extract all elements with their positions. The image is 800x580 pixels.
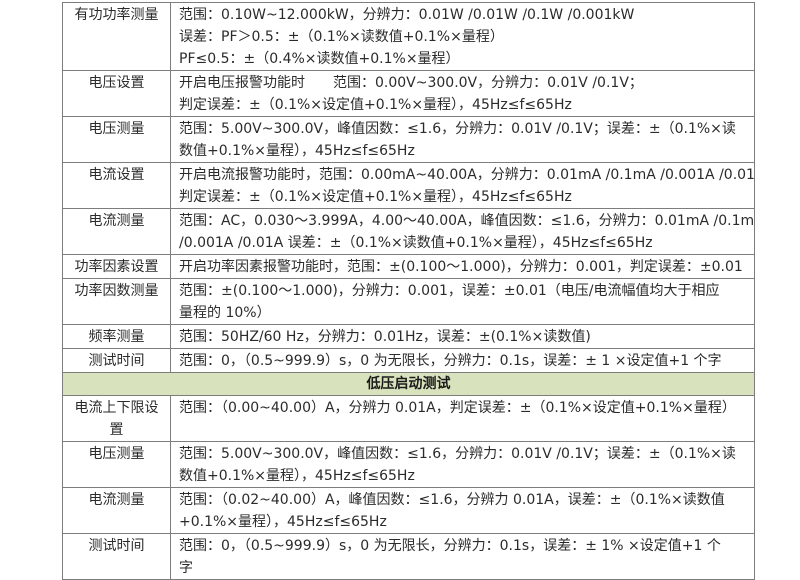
table-row: 频率测量 范围：50HZ/60 Hz，分辨力：0.01Hz，误差：±(0.1%×读… [63, 325, 754, 349]
section-title: 低压启动测试 [366, 376, 451, 392]
row-label: 电压测量 [63, 117, 171, 162]
row-label: 电压设置 [63, 71, 171, 116]
content-line: 范围：0，（0.5~999.9）s，0 为无限长，分辨力：0.1s，误差：± 1… [179, 353, 722, 369]
row-content: 范围：50HZ/60 Hz，分辨力：0.01Hz，误差：±(0.1%×读数值) [171, 325, 754, 348]
content-line: 范围：0，（0.5~999.9）s，0 为无限长，分辨力：0.1s，误差：± 1… [179, 538, 721, 554]
table-row: 电流测量 范围：AC，0.030～3.999A，4.00～40.00A，峰值因数：… [63, 209, 754, 255]
table-row: 功率因素设置 开启功率因素报警功能时，范围：±(0.100～1.000)，分辨力：… [63, 255, 754, 279]
content-line: 判定误差：±（0.1%×设定值+0.1%×量程），45Hz≤f≤65Hz [179, 97, 572, 113]
content-line: +0.1%×量程），45Hz≤f≤65Hz [179, 514, 387, 530]
table-row: 测试时间 范围：0，（0.5~999.9）s，0 为无限长，分辨力：0.1s，误差… [63, 349, 754, 373]
content-line: 范围：（0.00~40.00）A，分辨力 0.01A，判定误差：±（0.1%×设… [179, 400, 736, 416]
content-line: 判定误差：±（0.1%×设定值+0.1%×量程），45Hz≤f≤65Hz [179, 189, 572, 205]
section-header-row: 低压启动测试 [63, 373, 754, 396]
content-line: 数值+0.1%×量程），45Hz≤f≤65Hz [179, 143, 415, 159]
row-content: 范围：（0.00~40.00）A，分辨力 0.01A，判定误差：±（0.1%×设… [171, 396, 754, 441]
table-row: 电压设置 开启电压报警功能时 范围：0.00V~300.0V，分辨力：0.01V … [63, 71, 754, 117]
row-content: 范围：5.00V~300.0V，峰值因数：≤1.6，分辨力：0.01V /0.1… [171, 117, 754, 162]
content-line: PF≤0.5：±（0.4%×读数值+0.1%×量程） [179, 51, 460, 67]
row-content: 范围：0.10W~12.000kW，分辨力：0.01W /0.01W /0.1W… [171, 3, 754, 70]
content-line: 范围：±(0.100～1.000)，分辨力：0.001，误差：±0.01（电压/… [179, 283, 720, 299]
row-label: 功率因素设置 [63, 255, 171, 278]
row-label: 电流测量 [63, 209, 171, 254]
row-label: 频率测量 [63, 325, 171, 348]
row-label: 电流测量 [63, 488, 171, 533]
table-row: 电压测量 范围：5.00V~300.0V，峰值因数：≤1.6，分辨力：0.01V … [63, 442, 754, 488]
row-content: 范围：（0.02~40.00）A，峰值因数：≤1.6，分辨力 0.01A，误差：… [171, 488, 754, 533]
row-label: 电流设置 [63, 163, 171, 208]
content-line: 开启功率因素报警功能时，范围：±(0.100～1.000)，分辨力：0.001，… [179, 259, 743, 275]
content-line: 字 [179, 560, 193, 576]
content-line: /0.001A /0.01A 误差：±（0.1%×读数值+0.1%×量程），45… [179, 235, 653, 251]
content-line: 开启电压报警功能时 范围：0.00V~300.0V，分辨力：0.01V /0.1… [179, 75, 643, 91]
content-line: 范围：5.00V~300.0V，峰值因数：≤1.6，分辨力：0.01V /0.1… [179, 121, 736, 137]
row-content: 范围：0，（0.5~999.9）s，0 为无限长，分辨力：0.1s，误差：± 1… [171, 534, 754, 579]
row-label: 电压测量 [63, 442, 171, 487]
row-label: 测试时间 [63, 349, 171, 372]
row-content: 范围：5.00V~300.0V，峰值因数：≤1.6，分辨力：0.01V /0.1… [171, 442, 754, 487]
table-row: 测试时间 范围：0，（0.5~999.9）s，0 为无限长，分辨力：0.1s，误差… [63, 534, 754, 580]
row-content: 开启电流报警功能时，范围：0.00mA~40.00A，分辨力：0.01mA /0… [171, 163, 754, 208]
content-line: 误差：PF＞0.5：±（0.1%×读数值+0.1%×量程） [179, 29, 504, 45]
content-line: 范围：5.00V~300.0V，峰值因数：≤1.6，分辨力：0.01V /0.1… [179, 446, 736, 462]
content-line: 范围：AC，0.030～3.999A，4.00～40.00A，峰值因数：≤1.6… [179, 213, 754, 229]
content-line: 开启电流报警功能时，范围：0.00mA~40.00A，分辨力：0.01mA /0… [179, 167, 754, 183]
row-content: 开启功率因素报警功能时，范围：±(0.100～1.000)，分辨力：0.001，… [171, 255, 754, 278]
row-label: 有功功率测量 [63, 3, 171, 70]
row-content: 范围：0，（0.5~999.9）s，0 为无限长，分辨力：0.1s，误差：± 1… [171, 349, 754, 372]
row-label: 测试时间 [63, 534, 171, 579]
content-line [179, 419, 750, 441]
row-content: 范围：±(0.100～1.000)，分辨力：0.001，误差：±0.01（电压/… [171, 279, 754, 324]
table-row: 电流设置 开启电流报警功能时，范围：0.00mA~40.00A，分辨力：0.01m… [63, 163, 754, 209]
content-line: 数值+0.1%×量程），45Hz≤f≤65Hz [179, 468, 415, 484]
row-label: 功率因数测量 [63, 279, 171, 324]
table-row: 电流上下限设置 范围：（0.00~40.00）A，分辨力 0.01A，判定误差：±… [63, 396, 754, 442]
table-row: 功率因数测量 范围：±(0.100～1.000)，分辨力：0.001，误差：±0.… [63, 279, 754, 325]
table-row: 电压测量 范围：5.00V~300.0V，峰值因数：≤1.6，分辨力：0.01V … [63, 117, 754, 163]
row-content: 开启电压报警功能时 范围：0.00V~300.0V，分辨力：0.01V /0.1… [171, 71, 754, 116]
table-row: 电流测量 范围：（0.02~40.00）A，峰值因数：≤1.6，分辨力 0.01A… [63, 488, 754, 534]
content-line: 范围：50HZ/60 Hz，分辨力：0.01Hz，误差：±(0.1%×读数值) [179, 329, 591, 345]
row-content: 范围：AC，0.030～3.999A，4.00～40.00A，峰值因数：≤1.6… [171, 209, 754, 254]
content-line: 量程的 10%） [179, 305, 271, 321]
row-label: 电流上下限设置 [63, 396, 171, 441]
spec-table: 有功功率测量 范围：0.10W~12.000kW，分辨力：0.01W /0.01W… [62, 2, 755, 580]
table-row: 有功功率测量 范围：0.10W~12.000kW，分辨力：0.01W /0.01W… [63, 3, 754, 71]
content-line: 范围：0.10W~12.000kW，分辨力：0.01W /0.01W /0.1W… [179, 7, 635, 23]
content-line: 范围：（0.02~40.00）A，峰值因数：≤1.6，分辨力 0.01A，误差：… [179, 492, 725, 508]
